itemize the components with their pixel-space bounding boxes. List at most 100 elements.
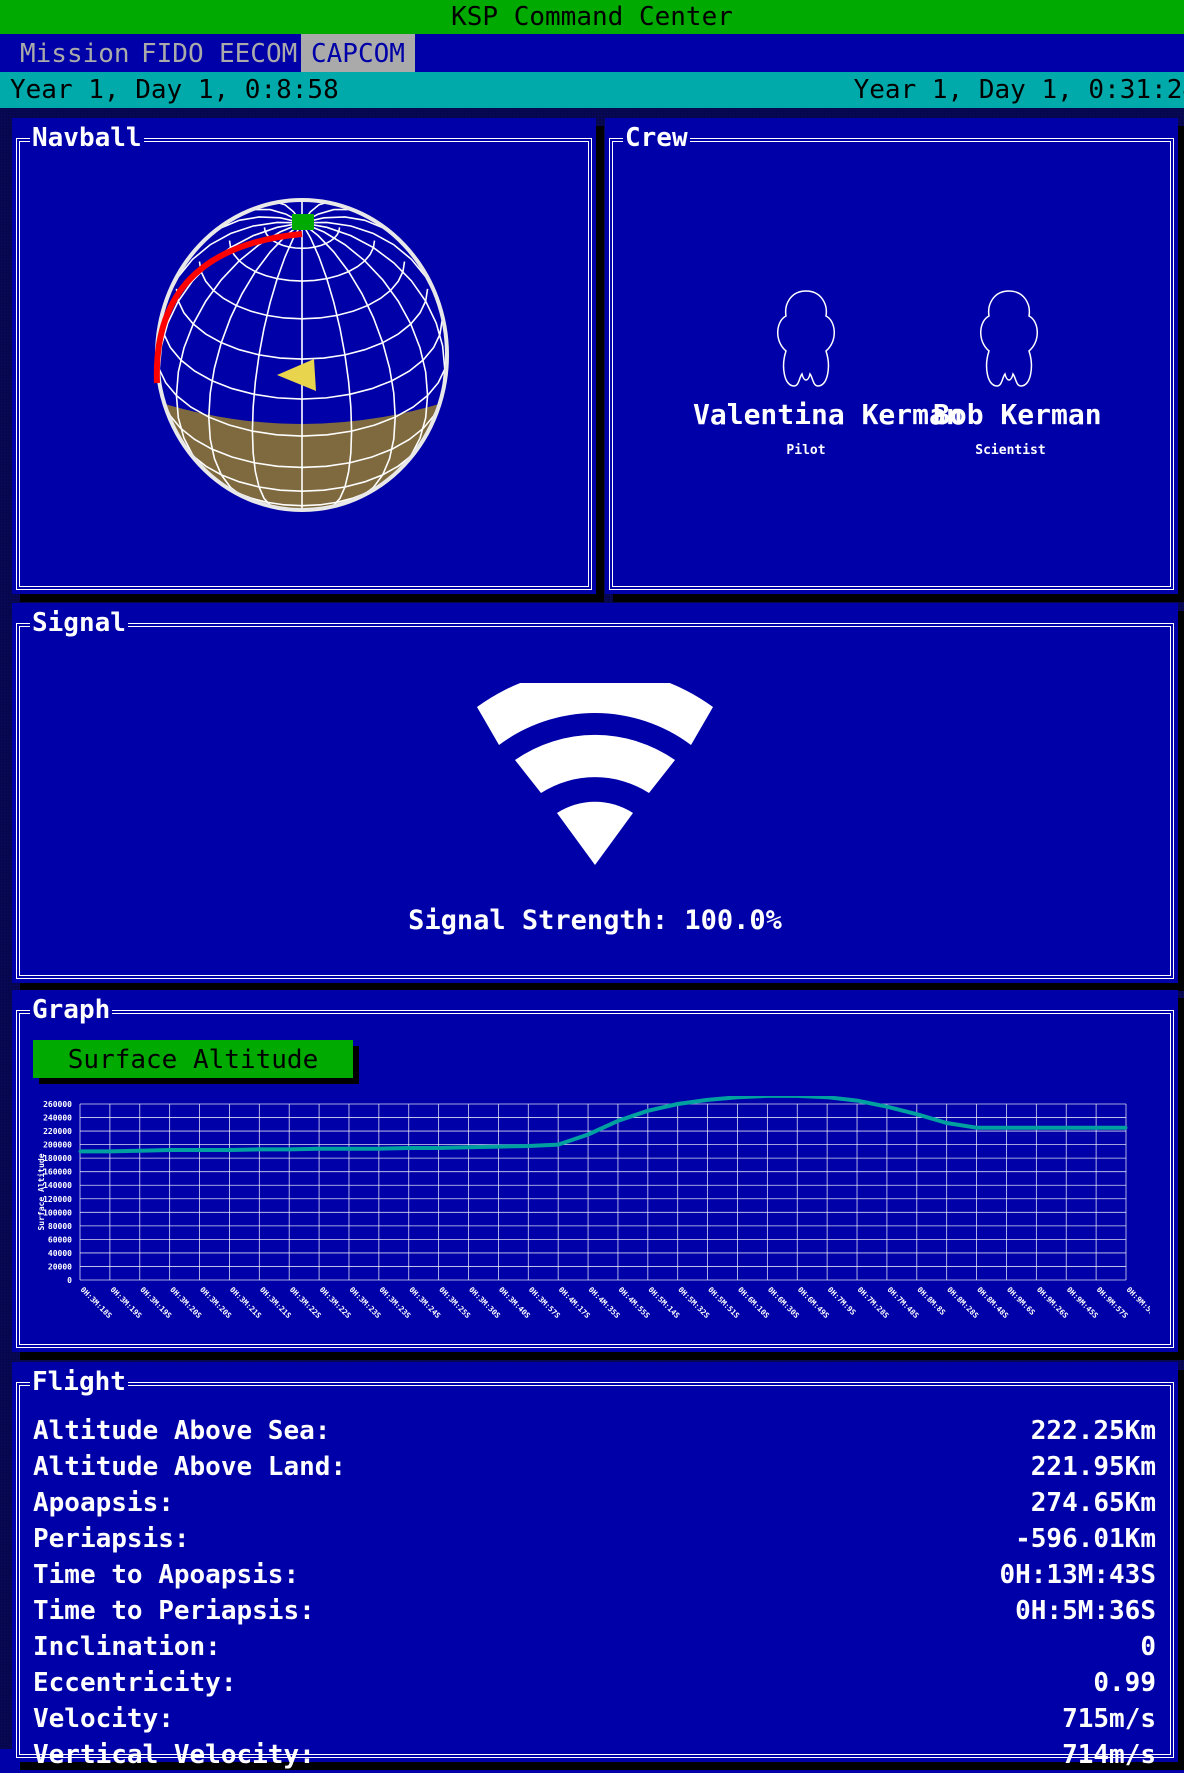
signal-title: Signal: [30, 607, 128, 639]
data-point: [586, 1132, 590, 1136]
y-tick-label: 120000: [43, 1195, 72, 1204]
y-tick-label: 260000: [43, 1100, 72, 1109]
data-point: [198, 1148, 202, 1152]
y-tick-label: 160000: [43, 1168, 72, 1177]
signal-window: Signal Signal Strength: 100.0%: [12, 603, 1178, 983]
data-point: [795, 1096, 799, 1098]
crew-name: Valentina Kerman: [693, 398, 963, 431]
crew-member[interactable]: Valentina Kerman Pilot: [693, 398, 963, 458]
time-bar: Year 1, Day 1, 0:8:58 Year 1, Day 1, 0:3…: [0, 72, 1184, 108]
universal-time: Year 1, Day 1, 0:31:24: [853, 75, 1184, 105]
crew-frame: [609, 138, 1174, 590]
data-point: [825, 1096, 829, 1099]
flight-row-value: -596.01Km: [1015, 1524, 1156, 1554]
navball-canvas[interactable]: [12, 118, 596, 594]
graph-title: Graph: [30, 994, 113, 1026]
flight-row-value: 0H:13M:43S: [999, 1560, 1156, 1590]
app-title: KSP Command Center: [0, 0, 1184, 34]
flight-row-label: Periapsis:: [33, 1524, 190, 1554]
flight-row-value: 714m/s: [1062, 1740, 1156, 1770]
crew-name: Bob Kerman: [933, 398, 1102, 431]
data-point: [1064, 1126, 1068, 1130]
y-tick-label: 240000: [43, 1114, 72, 1123]
flight-row-label: Inclination:: [33, 1632, 221, 1662]
y-axis-label: Surface Altitude: [36, 1153, 46, 1230]
y-tick-label: 220000: [43, 1127, 72, 1136]
flight-row-value: 274.65Km: [1030, 1488, 1156, 1518]
flight-row-label: Altitude Above Land:: [33, 1452, 347, 1482]
data-point: [467, 1145, 471, 1149]
data-point: [227, 1148, 231, 1152]
navball-title: Navball: [30, 122, 144, 154]
crew-title: Crew: [623, 122, 690, 154]
y-tick-label: 140000: [43, 1181, 72, 1190]
data-point: [945, 1121, 949, 1125]
flight-row: Time to Apoapsis: 0H:13M:43S: [33, 1557, 1156, 1593]
flight-row-label: Altitude Above Sea:: [33, 1416, 331, 1446]
flight-row-label: Time to Apoapsis:: [33, 1560, 300, 1590]
data-point: [347, 1147, 351, 1151]
data-point: [168, 1148, 172, 1152]
y-tick-label: 0: [67, 1276, 72, 1285]
wifi-icon: [477, 683, 713, 865]
flight-title: Flight: [30, 1366, 128, 1398]
flight-row-label: Velocity:: [33, 1704, 174, 1734]
mission-time: Year 1, Day 1, 0:8:58: [10, 75, 339, 105]
flight-row: Velocity: 715m/s: [33, 1701, 1156, 1737]
data-point: [646, 1109, 650, 1113]
data-point: [1034, 1126, 1038, 1130]
flight-row-value: 0H:5M:36S: [1015, 1596, 1156, 1626]
data-point: [855, 1099, 859, 1103]
y-tick-label: 80000: [48, 1222, 72, 1231]
flight-row: Eccentricity: 0.99: [33, 1665, 1156, 1701]
flight-window: Flight: [12, 1362, 1178, 1762]
menu-item-mission[interactable]: Mission: [20, 39, 130, 69]
data-point: [496, 1145, 500, 1149]
flight-row-label: Vertical Velocity:: [33, 1740, 315, 1770]
data-point: [1004, 1126, 1008, 1130]
data-point: [676, 1102, 680, 1106]
data-point: [885, 1105, 889, 1109]
data-point: [975, 1126, 979, 1130]
graph-metric-select[interactable]: Surface Altitude: [33, 1040, 353, 1078]
data-point: [78, 1149, 82, 1153]
flight-row-value: 0.99: [1093, 1668, 1156, 1698]
flight-row-value: 222.25Km: [1030, 1416, 1156, 1446]
data-point: [765, 1096, 769, 1098]
data-point: [1094, 1126, 1098, 1130]
flight-row: Vertical Velocity: 714m/s: [33, 1737, 1156, 1773]
data-point: [138, 1149, 142, 1153]
flight-row-label: Apoapsis:: [33, 1488, 174, 1518]
data-point: [317, 1147, 321, 1151]
flight-row: Inclination: 0: [33, 1629, 1156, 1665]
data-point: [108, 1149, 112, 1153]
signal-strength-label: Signal Strength: 100.0%: [408, 905, 782, 936]
menu-item-eecom[interactable]: EECOM: [219, 39, 298, 69]
crew-member[interactable]: Bob Kerman Scientist: [933, 398, 1102, 458]
data-point: [407, 1146, 411, 1150]
y-tick-label: 200000: [43, 1141, 72, 1150]
navball-frame: [16, 138, 592, 590]
data-point: [735, 1096, 739, 1099]
data-point: [287, 1147, 291, 1151]
menu-item-fido[interactable]: FIDO: [141, 39, 204, 69]
kerbal-avatar-icon: [980, 290, 1038, 387]
data-point: [706, 1098, 710, 1102]
flight-row-value: 221.95Km: [1030, 1452, 1156, 1482]
menu-item-capcom[interactable]: CAPCOM: [301, 34, 415, 72]
data-point: [526, 1144, 530, 1148]
crew-window: Crew Valentina Kerman Pilot Bob Kerman S…: [605, 118, 1178, 594]
series-line: [80, 1096, 1126, 1154]
altitude-chart: 0 20000 40000 60000 80000 100000 120000 140000 1…: [36, 1096, 1150, 1320]
y-tick-label: 40000: [48, 1249, 72, 1258]
signal-frame: [16, 623, 1174, 979]
flight-row-value: 715m/s: [1062, 1704, 1156, 1734]
data-point: [377, 1147, 381, 1151]
y-tick-label: 20000: [48, 1262, 72, 1271]
data-point: [1124, 1126, 1128, 1130]
flight-row: Apoapsis: 274.65Km: [33, 1485, 1156, 1521]
flight-row-value: 0: [1140, 1632, 1156, 1662]
navball-trail: [153, 231, 303, 384]
kerbal-avatar-icon: [777, 290, 835, 387]
flight-row: Time to Periapsis: 0H:5M:36S: [33, 1593, 1156, 1629]
